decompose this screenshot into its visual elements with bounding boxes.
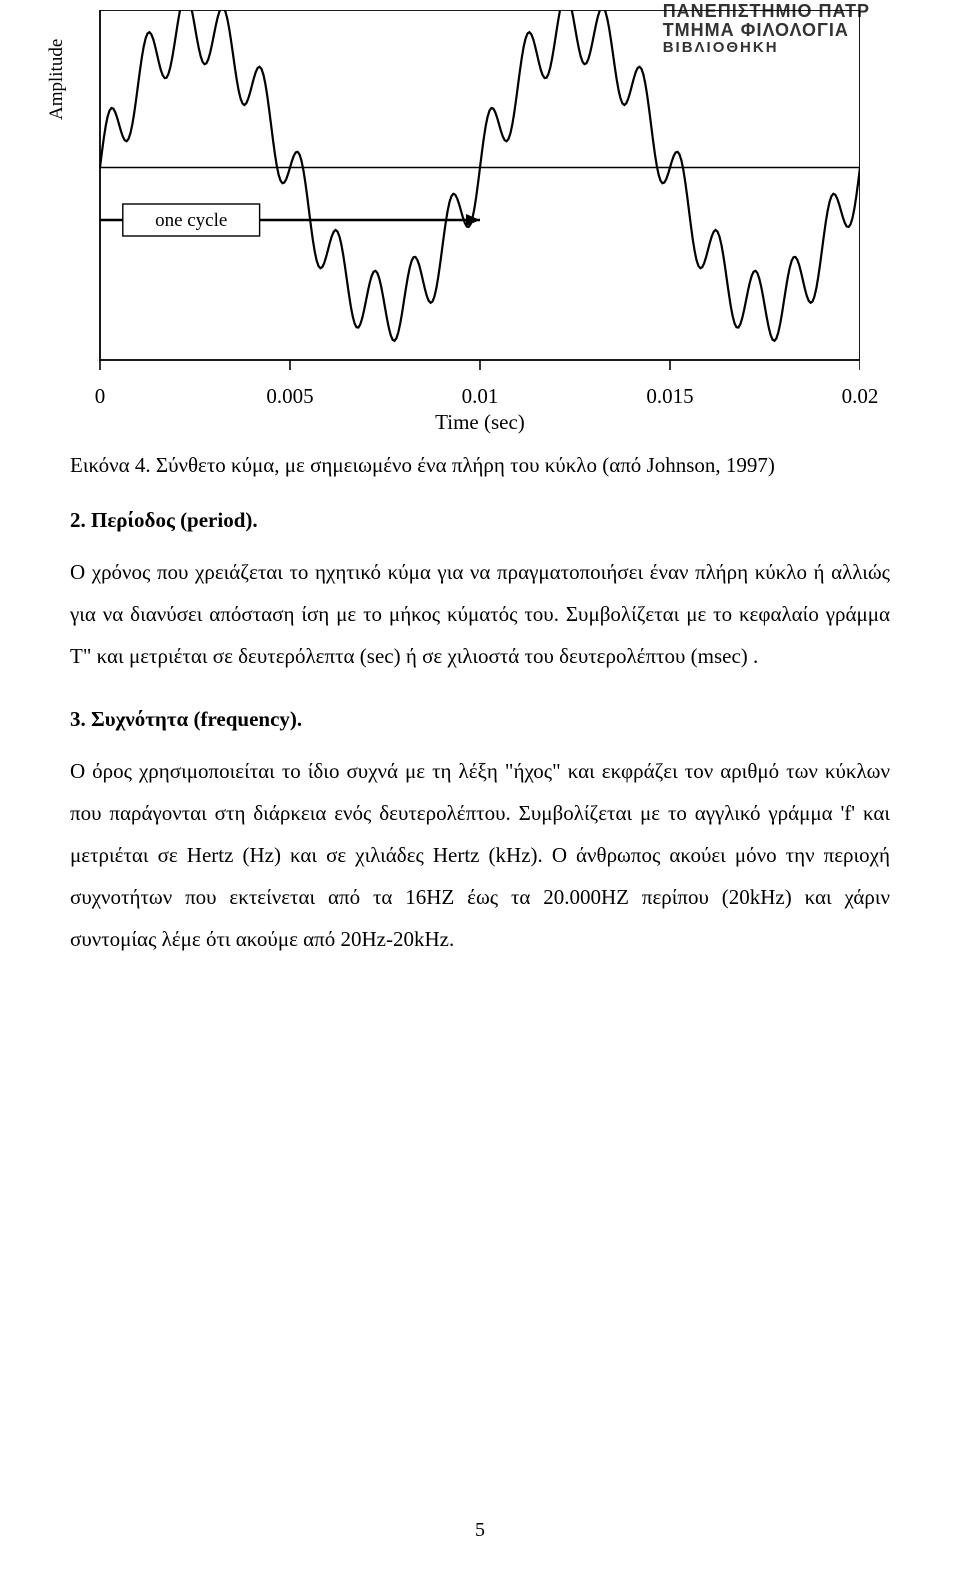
section-3-title: 3. Συχνότητα (frequency). [70, 707, 890, 732]
figure-caption: Εικόνα 4. Σύνθετο κύμα, με σημειωμένο έν… [70, 453, 890, 478]
xtick-label: 0.005 [266, 384, 313, 409]
waveform-chart: one cycle [70, 10, 860, 380]
chart-xticks: 00.0050.010.0150.02 [100, 380, 860, 410]
xtick-label: 0 [95, 384, 106, 409]
section-2-body: Ο χρόνος που χρειάζεται το ηχητικό κύμα … [70, 551, 890, 677]
section-2-title: 2. Περίοδος (period). [70, 508, 890, 533]
page-number: 5 [0, 1519, 960, 1542]
section-3-body: Ο όρος χρησιμοποιείται το ίδιο συχνά με … [70, 750, 890, 960]
xtick-label: 0.015 [646, 384, 693, 409]
xtick-label: 0.01 [462, 384, 499, 409]
chart-xlabel: Time (sec) [100, 410, 860, 435]
chart-ylabel: Amplitude [46, 39, 68, 120]
chart-area: Amplitude one cycle 00.0050.010.0150.02 … [70, 10, 890, 435]
svg-text:one cycle: one cycle [155, 210, 227, 231]
xtick-label: 0.02 [842, 384, 879, 409]
page: ΠΑΝΕΠΙΣΤΗΜΙΟ ΠΑΤΡ ΤΜΗΜΑ ΦΙΛΟΛΟΓΙΑ ΒΙΒΛΙΟ… [0, 0, 960, 1572]
